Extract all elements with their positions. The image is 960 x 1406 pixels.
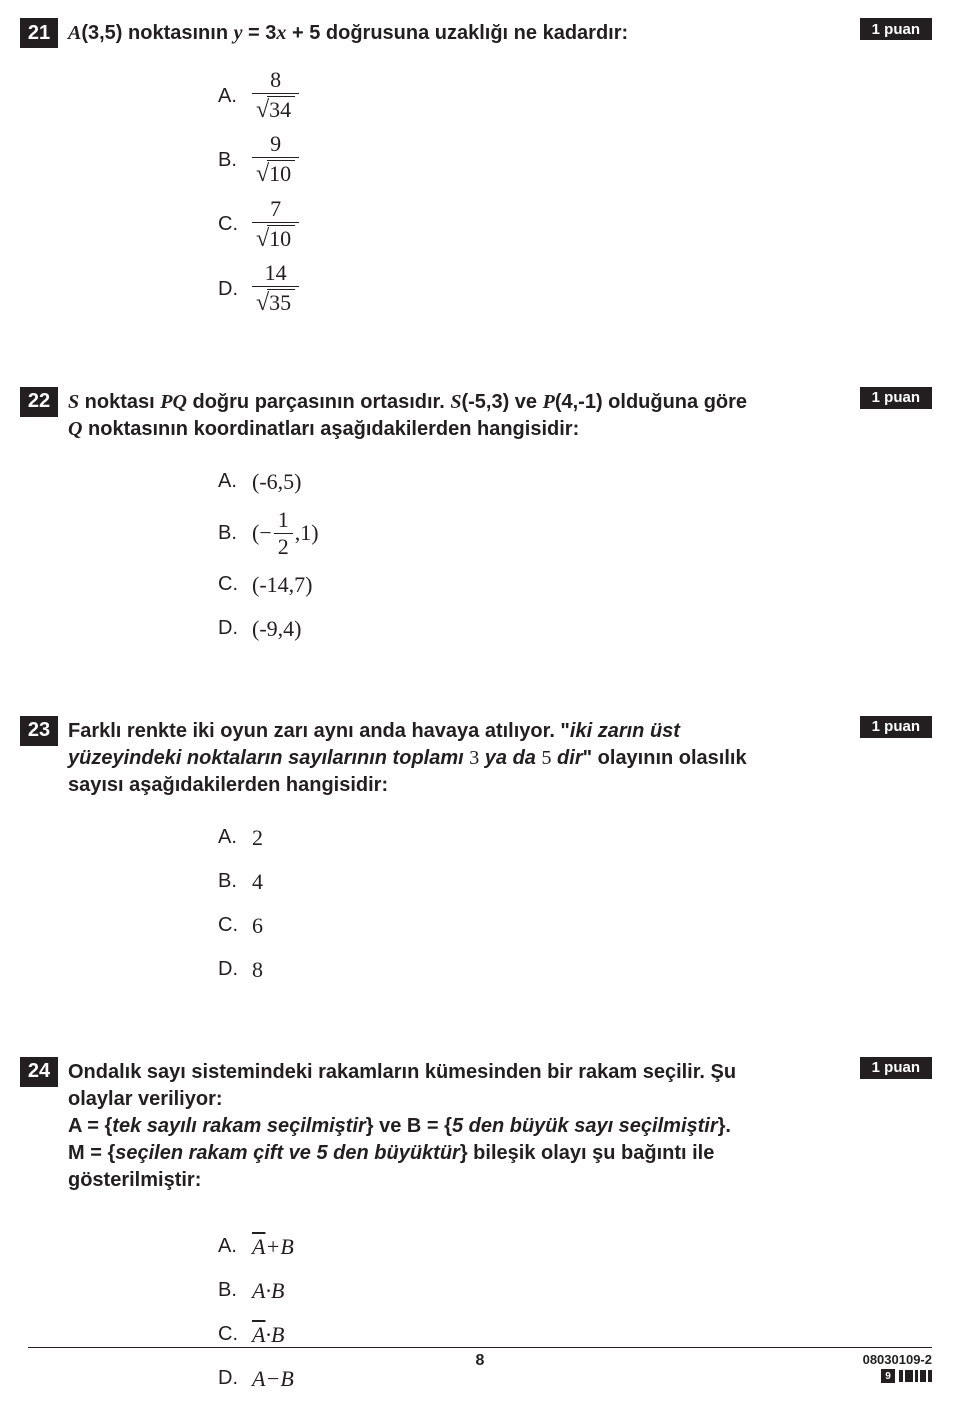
option-value: 9√10: [252, 133, 299, 187]
points-badge: 1 puan: [860, 1057, 932, 1079]
option-value: 7√10: [252, 198, 299, 252]
question-body-22: S noktası PQ doğru parçasının ortasıdır.…: [68, 387, 860, 656]
points-badge: 1 puan: [860, 716, 932, 738]
option-letter: B.: [218, 149, 252, 172]
option-letter: A.: [218, 85, 252, 108]
question-body-23: Farklı renkte iki oyun zarı aynı anda ha…: [68, 716, 860, 997]
option-letter: B.: [218, 1279, 252, 1302]
options-21: A. 8√34 B. 9√10 C. 7√10: [218, 69, 860, 317]
option-letter: C.: [218, 1323, 252, 1346]
option-value: 4: [252, 869, 263, 895]
page-footer: 8 08030109-2 9: [28, 1347, 932, 1383]
option-23-b[interactable]: B. 4: [218, 865, 860, 899]
question-number-24: 24: [20, 1057, 58, 1087]
option-value: 2: [252, 825, 263, 851]
option-23-d[interactable]: D. 8: [218, 953, 860, 987]
option-value: A + B: [252, 1234, 294, 1260]
option-23-a[interactable]: A. 2: [218, 821, 860, 855]
option-value: 6: [252, 913, 263, 939]
option-21-a[interactable]: A. 8√34: [218, 69, 860, 123]
option-value: (-14,7): [252, 572, 312, 598]
question-number-21: 21: [20, 18, 58, 48]
points-badge: 1 puan: [860, 18, 932, 40]
question-number-23: 23: [20, 716, 58, 746]
option-value: 8√34: [252, 69, 299, 123]
options-23: A. 2 B. 4 C. 6 D. 8: [218, 821, 860, 987]
option-letter: A.: [218, 1235, 252, 1258]
question-22: 22 S noktası PQ doğru parçasının ortasıd…: [20, 387, 932, 656]
options-22: A. (-6,5) B. (−12,1) C. (-14,7) D. (-9,4…: [218, 465, 860, 646]
option-24-b[interactable]: B. A · B: [218, 1274, 860, 1308]
option-letter: C.: [218, 573, 252, 596]
question-21: 21 A(3,5) noktasının y = 3x + 5 doğrusun…: [20, 18, 932, 327]
question-text-24: Ondalık sayı sistemindeki rakamların küm…: [68, 1059, 748, 1194]
option-24-a[interactable]: A. A + B: [218, 1230, 860, 1264]
option-23-c[interactable]: C. 6: [218, 909, 860, 943]
option-letter: B.: [218, 870, 252, 893]
option-21-b[interactable]: B. 9√10: [218, 133, 860, 187]
option-letter: B.: [218, 522, 252, 545]
option-22-a[interactable]: A. (-6,5): [218, 465, 860, 499]
option-22-d[interactable]: D. (-9,4): [218, 612, 860, 646]
option-value: 8: [252, 957, 263, 983]
question-text-21: A(3,5) noktasının y = 3x + 5 doğrusuna u…: [68, 20, 748, 47]
sheet-num: 9: [881, 1369, 895, 1383]
option-value: (−12,1): [252, 509, 319, 558]
question-23: 23 Farklı renkte iki oyun zarı aynı anda…: [20, 716, 932, 997]
page-number: 8: [476, 1352, 485, 1370]
option-value: A · B: [252, 1278, 284, 1304]
option-22-b[interactable]: B. (−12,1): [218, 509, 860, 558]
points-badge: 1 puan: [860, 387, 932, 409]
option-21-c[interactable]: C. 7√10: [218, 198, 860, 252]
option-letter: C.: [218, 914, 252, 937]
option-letter: D.: [218, 958, 252, 981]
option-letter: D.: [218, 278, 252, 301]
option-letter: C.: [218, 213, 252, 236]
option-21-d[interactable]: D. 14√35: [218, 262, 860, 316]
question-text-22: S noktası PQ doğru parçasının ortasıdır.…: [68, 389, 748, 443]
doc-code: 08030109-2: [863, 1352, 932, 1367]
option-letter: A.: [218, 470, 252, 493]
barcode-icon: 9: [863, 1369, 932, 1383]
option-letter: A.: [218, 826, 252, 849]
option-value: (-6,5): [252, 469, 301, 495]
option-value: A · B: [252, 1322, 284, 1348]
footer-right: 08030109-2 9: [863, 1352, 932, 1383]
question-body-21: A(3,5) noktasının y = 3x + 5 doğrusuna u…: [68, 18, 860, 327]
question-number-22: 22: [20, 387, 58, 417]
option-value: 14√35: [252, 262, 299, 316]
question-text-23: Farklı renkte iki oyun zarı aynı anda ha…: [68, 718, 748, 799]
option-value: (-9,4): [252, 616, 301, 642]
option-22-c[interactable]: C. (-14,7): [218, 568, 860, 602]
option-letter: D.: [218, 617, 252, 640]
